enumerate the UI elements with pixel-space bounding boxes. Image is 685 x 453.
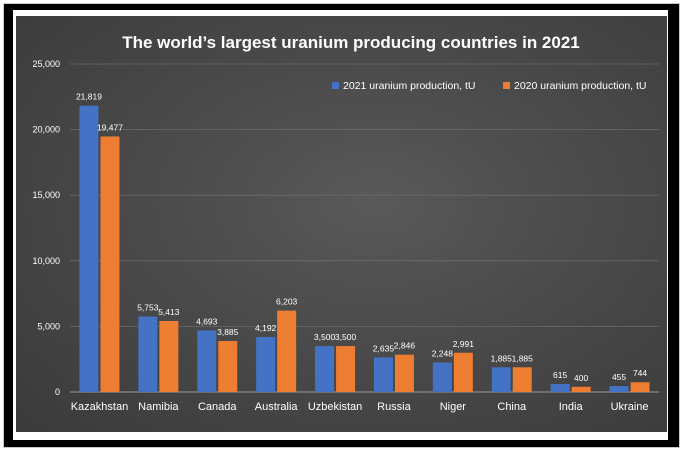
data-label-2021-ukraine: 455: [612, 372, 626, 382]
bar-2020-india: [571, 386, 591, 392]
y-tick-label: 25,000: [32, 59, 60, 69]
bar-2020-kazakhstan: [100, 136, 120, 392]
data-label-2020-canada: 3,885: [217, 327, 239, 337]
data-label-2020-ukraine: 744: [633, 368, 647, 378]
data-label-2020-kazakhstan: 19,477: [97, 122, 123, 132]
bar-2021-ukraine: [609, 386, 629, 392]
x-axis: Kazakhstan Namibia Canada Australia Uzbekist…: [71, 401, 649, 413]
bar-2020-australia: [277, 310, 297, 392]
data-label-2021-india: 615: [553, 370, 567, 380]
y-axis: 0 5,000 10,000 15,000 20,000 25,000: [32, 59, 60, 397]
data-label-2020-india: 400: [574, 373, 588, 383]
y-tick-label: 0: [55, 387, 60, 397]
y-tick-label: 5,000: [37, 321, 60, 331]
bar-2020-china: [512, 367, 532, 392]
x-tick-label-uzbekistan: Uzbekistan: [308, 401, 362, 413]
y-tick-label: 10,000: [32, 256, 60, 266]
bar-2021-canada: [197, 330, 217, 392]
x-tick-label-russia: Russia: [377, 401, 412, 413]
chart-panel: The world’s largest uranium producing co…: [16, 16, 667, 432]
bar-2021-australia: [256, 337, 276, 392]
bar-2021-india: [550, 383, 570, 392]
y-tick-label: 20,000: [32, 125, 60, 135]
data-label-2020-russia: 2,846: [394, 341, 416, 351]
data-label-2021-australia: 4,192: [255, 323, 277, 333]
x-tick-label-kazakhstan: Kazakhstan: [71, 401, 128, 413]
bar-2020-russia: [394, 354, 414, 392]
legend-label-2021: 2021 uranium production, tU: [343, 80, 476, 92]
data-label-2021-russia: 2,635: [373, 343, 395, 353]
x-tick-label-namibia: Namibia: [138, 401, 179, 413]
data-label-2020-niger: 2,991: [453, 339, 475, 349]
data-label-2021-niger: 2,248: [432, 349, 454, 359]
y-tick-label: 15,000: [32, 190, 60, 200]
legend-label-2020: 2020 uranium production, tU: [514, 80, 647, 92]
bar-2021-kazakhstan: [79, 105, 99, 393]
data-label-2020-australia: 6,203: [276, 297, 298, 307]
x-tick-label-china: China: [497, 401, 527, 413]
chart-outer-frame: The world’s largest uranium producing co…: [3, 3, 680, 448]
data-label-2021-kazakhstan: 21,819: [76, 92, 102, 102]
bar-2021-china: [491, 367, 511, 392]
legend: 2021 uranium production, tU 2020 uranium…: [332, 80, 647, 92]
grid-lines: [70, 63, 659, 393]
data-label-2020-china: 1,885: [512, 353, 534, 363]
x-tick-label-niger: Niger: [440, 401, 467, 413]
bar-2020-ukraine: [630, 382, 650, 392]
x-tick-label-india: India: [559, 401, 584, 413]
data-label-2021-namibia: 5,753: [137, 303, 159, 313]
bar-2021-russia: [373, 357, 393, 392]
data-label-2021-canada: 4,693: [196, 316, 218, 326]
chart-title: The world’s largest uranium producing co…: [122, 33, 580, 52]
legend-swatch-2020: [503, 82, 510, 89]
bar-2020-niger: [453, 352, 473, 392]
bar-2020-canada: [218, 341, 238, 392]
bar-2020-uzbekistan: [336, 346, 356, 392]
data-label-2020-uzbekistan: 3,500: [335, 332, 357, 342]
x-tick-label-ukraine: Ukraine: [611, 401, 649, 413]
x-tick-label-canada: Canada: [198, 401, 237, 413]
bar-2020-namibia: [159, 320, 179, 392]
bar-2021-namibia: [138, 316, 158, 392]
data-label-2021-china: 1,885: [491, 353, 513, 363]
bar-2021-uzbekistan: [315, 346, 335, 392]
legend-swatch-2021: [332, 82, 339, 89]
data-label-2021-uzbekistan: 3,500: [314, 332, 336, 342]
bar-chart: The world’s largest uranium producing co…: [32, 33, 659, 413]
data-label-2020-namibia: 5,413: [158, 307, 180, 317]
bar-2021-niger: [432, 362, 452, 392]
x-tick-label-australia: Australia: [255, 401, 299, 413]
